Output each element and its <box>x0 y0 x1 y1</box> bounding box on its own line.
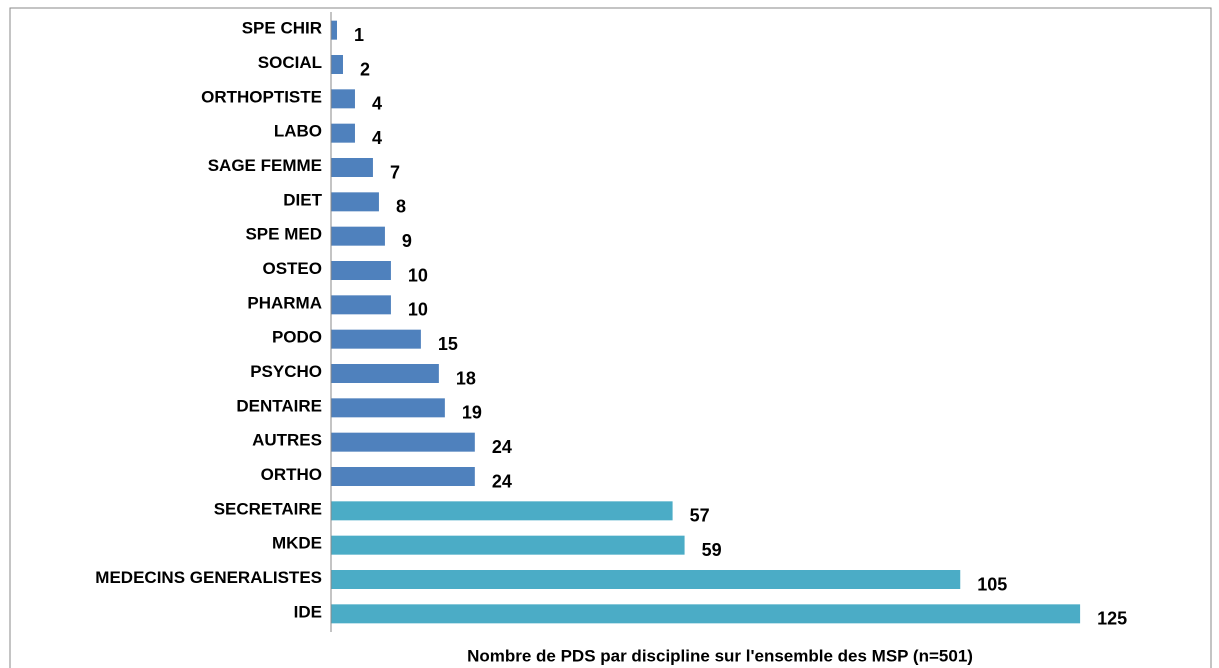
y-tick-label: MKDE <box>272 534 322 553</box>
value-label: 4 <box>372 94 382 114</box>
bar <box>331 501 673 521</box>
value-label: 24 <box>492 437 512 457</box>
bar <box>331 570 961 589</box>
bar <box>331 55 343 74</box>
value-label: 4 <box>372 128 382 148</box>
y-tick-label: DIET <box>283 190 322 209</box>
y-tick-label: PSYCHO <box>250 362 322 381</box>
value-label: 2 <box>360 59 370 79</box>
chart-title: Nombre de PDS par discipline sur l'ensem… <box>467 646 973 665</box>
bar <box>331 398 445 418</box>
bar <box>331 226 385 246</box>
bar <box>331 364 439 383</box>
y-tick-label: SOCIAL <box>258 53 322 72</box>
value-label: 15 <box>438 334 458 354</box>
bar <box>331 261 391 280</box>
y-tick-label: SECRETAIRE <box>214 499 322 518</box>
value-label: 9 <box>402 231 412 251</box>
y-tick-label: DENTAIRE <box>236 396 322 415</box>
value-label: 1 <box>354 25 364 45</box>
y-tick-label: PODO <box>272 328 322 347</box>
y-tick-label: IDE <box>294 602 322 621</box>
bar <box>331 329 421 349</box>
value-label: 19 <box>462 403 482 423</box>
bar <box>331 192 379 212</box>
bar <box>331 467 475 486</box>
value-label: 59 <box>702 540 722 560</box>
chart-frame <box>9 7 1212 668</box>
y-tick-label: AUTRES <box>252 431 322 450</box>
y-tick-label: OSTEO <box>262 259 322 278</box>
value-label: 10 <box>408 265 428 285</box>
y-tick-label: SAGE FEMME <box>208 156 322 175</box>
bar <box>331 535 685 555</box>
value-label: 7 <box>390 162 400 182</box>
bar <box>331 20 337 40</box>
value-label: 24 <box>492 471 512 491</box>
y-tick-label: PHARMA <box>247 293 322 312</box>
value-label: 125 <box>1097 609 1127 629</box>
y-tick-label: SPE CHIR <box>242 19 322 38</box>
y-tick-label: ORTHO <box>261 465 322 484</box>
bar <box>331 295 391 315</box>
value-label: 8 <box>396 197 406 217</box>
value-label: 105 <box>977 574 1007 594</box>
value-label: 57 <box>690 506 710 526</box>
bar <box>331 123 355 143</box>
y-tick-label: MEDECINS GENERALISTES <box>95 568 322 587</box>
value-label: 10 <box>408 300 428 320</box>
bar <box>331 432 475 452</box>
y-tick-label: ORTHOPTISTE <box>201 87 322 106</box>
value-label: 18 <box>456 368 476 388</box>
y-tick-label: LABO <box>274 122 322 141</box>
bar <box>331 158 373 177</box>
bar <box>331 604 1081 624</box>
bar <box>331 89 355 109</box>
y-tick-label: SPE MED <box>245 225 322 244</box>
